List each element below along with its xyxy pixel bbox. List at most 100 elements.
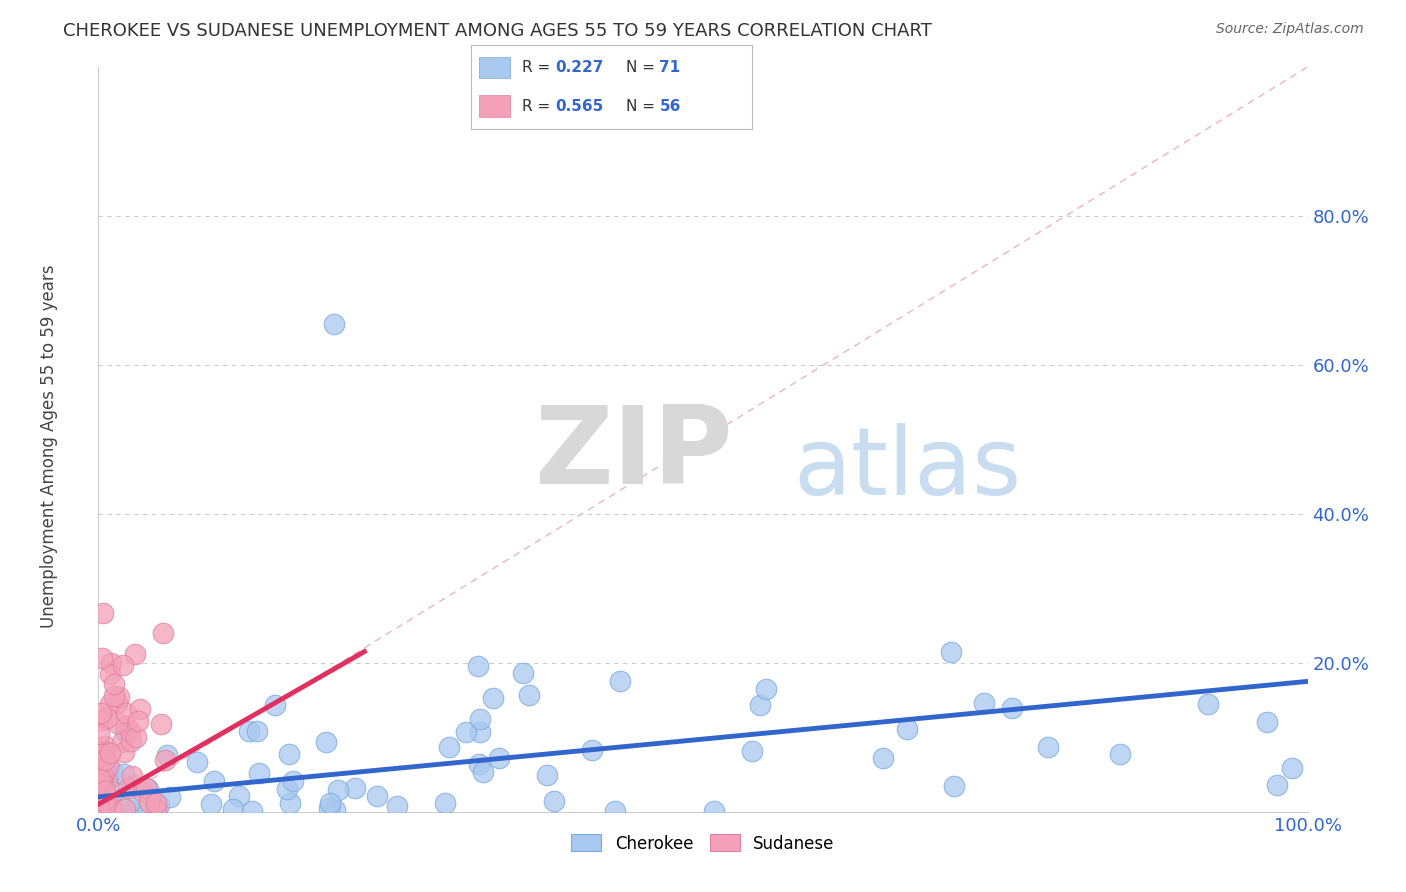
Point — [114, 719, 136, 733]
Point — [103, 785, 125, 799]
Point — [249, 765, 271, 780]
Point — [129, 702, 152, 716]
Point — [127, 714, 149, 729]
Point — [136, 782, 159, 797]
Point — [122, 779, 145, 793]
Point — [96, 796, 118, 810]
Point — [238, 724, 260, 739]
Point — [366, 789, 388, 804]
Point — [1108, 747, 1130, 761]
Point — [471, 764, 494, 779]
Point — [93, 744, 115, 758]
Point — [135, 780, 157, 795]
Point — [468, 712, 491, 726]
Point — [1281, 761, 1303, 775]
Point — [124, 731, 146, 745]
Point — [222, 802, 245, 816]
Point — [741, 744, 763, 758]
Point — [159, 790, 181, 805]
Point — [91, 774, 114, 789]
Point — [468, 757, 491, 772]
Point — [120, 733, 142, 747]
Point — [1265, 778, 1288, 792]
Point — [89, 801, 111, 815]
Point — [100, 800, 122, 814]
Point — [150, 717, 173, 731]
Point — [609, 674, 631, 689]
Text: N =: N = — [626, 61, 659, 76]
Point — [89, 772, 111, 786]
Text: ZIP: ZIP — [534, 401, 733, 508]
Point — [488, 750, 510, 764]
Point — [87, 799, 110, 814]
Point — [91, 769, 114, 783]
Point — [152, 626, 174, 640]
Point — [153, 753, 176, 767]
Point — [93, 788, 115, 802]
Point — [240, 804, 263, 818]
Point — [89, 747, 111, 761]
Text: Source: ZipAtlas.com: Source: ZipAtlas.com — [1216, 22, 1364, 37]
Point — [96, 711, 118, 725]
Point — [112, 745, 135, 759]
Point — [94, 752, 117, 766]
Point — [278, 747, 301, 762]
Point — [124, 647, 146, 661]
Point — [90, 747, 112, 761]
Point — [100, 764, 122, 779]
Point — [517, 688, 540, 702]
Point — [94, 739, 117, 753]
Point — [326, 783, 349, 797]
Text: 0.227: 0.227 — [555, 61, 603, 76]
Point — [318, 801, 340, 815]
Point — [1001, 701, 1024, 715]
Point — [90, 706, 112, 720]
Text: R =: R = — [522, 98, 555, 113]
Point — [872, 751, 894, 765]
Point — [264, 698, 287, 713]
Text: 56: 56 — [659, 98, 681, 113]
Point — [89, 727, 111, 741]
Point — [91, 795, 114, 809]
Text: 0.565: 0.565 — [555, 98, 603, 113]
Point — [138, 795, 160, 809]
Point — [120, 796, 142, 810]
Point — [1256, 714, 1278, 729]
Point — [111, 657, 134, 672]
Point — [467, 658, 489, 673]
Point — [97, 759, 120, 773]
Point — [323, 803, 346, 817]
Point — [105, 696, 128, 710]
Bar — [479, 57, 510, 78]
Point — [315, 735, 337, 749]
Point — [148, 798, 170, 813]
Point — [120, 804, 142, 818]
Point — [114, 802, 136, 816]
Point — [437, 739, 460, 754]
Point — [89, 756, 111, 770]
Point — [973, 696, 995, 710]
Bar — [479, 95, 510, 117]
Point — [114, 725, 136, 739]
Point — [111, 735, 134, 749]
Point — [470, 724, 492, 739]
Point — [114, 766, 136, 780]
Point — [114, 706, 136, 720]
Point — [91, 757, 114, 772]
Point — [94, 784, 117, 798]
Point — [943, 780, 966, 794]
Point — [103, 677, 125, 691]
Point — [145, 796, 167, 810]
Point — [120, 723, 142, 738]
Point — [87, 764, 110, 779]
Point — [1036, 740, 1059, 755]
Point — [581, 743, 603, 757]
Point — [200, 797, 222, 812]
Point — [385, 799, 408, 814]
Text: N =: N = — [626, 98, 659, 113]
Point — [755, 682, 778, 697]
Point — [98, 747, 121, 761]
Text: Unemployment Among Ages 55 to 59 years: Unemployment Among Ages 55 to 59 years — [41, 264, 58, 628]
Point — [896, 723, 918, 737]
Point — [90, 650, 112, 665]
